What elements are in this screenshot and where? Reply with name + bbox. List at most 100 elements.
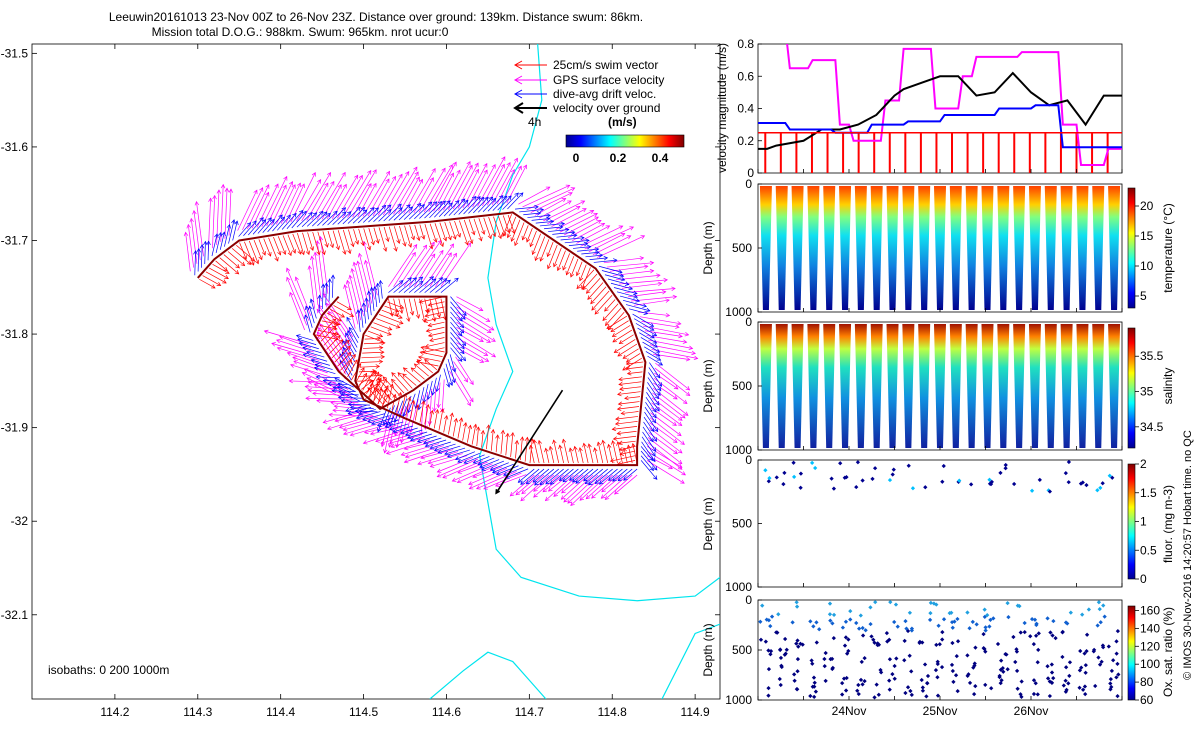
swim-vector-head bbox=[329, 243, 335, 249]
swim-vector bbox=[268, 237, 279, 262]
fluorescence-point bbox=[767, 476, 772, 481]
gps-vector bbox=[408, 168, 436, 214]
oxygen-point bbox=[997, 674, 1002, 680]
dive-avg-vector-head bbox=[356, 309, 361, 314]
swim-vector-head bbox=[223, 266, 228, 272]
fluorescence-point bbox=[860, 478, 865, 483]
temperature-ylabel: Depth (m) bbox=[701, 221, 715, 274]
swim-vector bbox=[576, 261, 583, 276]
dive-avg-vector-head bbox=[430, 391, 436, 396]
gps-vector bbox=[433, 385, 437, 412]
swim-vector-head bbox=[287, 251, 292, 257]
swim-vector bbox=[326, 335, 341, 350]
swim-vector-head bbox=[612, 436, 618, 441]
dive-avg-vector bbox=[601, 270, 624, 277]
dive-avg-vector-head bbox=[463, 459, 469, 464]
dive-avg-vector-head bbox=[420, 204, 425, 209]
dive-avg-vector bbox=[644, 346, 660, 357]
dive-avg-vector bbox=[427, 380, 433, 400]
gps-vector bbox=[308, 381, 340, 387]
swim-vector bbox=[488, 217, 496, 237]
oxygen-point bbox=[955, 639, 961, 644]
oxygen-point bbox=[873, 600, 878, 605]
swim-vector-head bbox=[501, 231, 507, 237]
gps-vector bbox=[289, 380, 336, 383]
dive-avg-vector bbox=[360, 308, 364, 328]
oxygen-point bbox=[768, 623, 773, 629]
dive-avg-vector-head bbox=[558, 476, 564, 482]
gps-vector-head bbox=[678, 333, 683, 339]
dive-avg-vector bbox=[539, 468, 559, 485]
dive-avg-vector-head bbox=[458, 331, 463, 337]
swim-vector-head bbox=[396, 239, 401, 244]
swim-vector bbox=[248, 240, 259, 264]
gps-vector bbox=[563, 474, 594, 503]
swim-vector-head bbox=[616, 406, 622, 411]
dive-avg-vector-head bbox=[320, 283, 326, 288]
swim-vector bbox=[549, 446, 555, 464]
dive-avg-vector bbox=[346, 317, 360, 339]
dive-avg-vector-head bbox=[437, 449, 443, 454]
swim-vector bbox=[244, 241, 254, 266]
swim-vector-head bbox=[506, 233, 511, 239]
dive-avg-vector bbox=[267, 214, 283, 233]
swim-vector bbox=[566, 256, 575, 275]
dive-avg-vector bbox=[649, 362, 661, 379]
dive-avg-vector-head bbox=[347, 402, 353, 407]
gps-vector-head bbox=[567, 499, 572, 504]
swim-vector bbox=[606, 315, 628, 329]
dive-avg-vector-head bbox=[302, 210, 307, 216]
dive-avg-vector-head bbox=[549, 219, 555, 224]
oxygen-point bbox=[871, 637, 876, 642]
swim-vector bbox=[429, 223, 437, 243]
gps-vector-head bbox=[478, 307, 484, 312]
gps-vector bbox=[624, 288, 676, 293]
oxygen-point bbox=[1036, 631, 1041, 636]
gps-vector-head bbox=[672, 294, 678, 300]
gps-vector bbox=[314, 252, 322, 302]
gps-vector bbox=[289, 292, 306, 331]
swim-vector-head bbox=[305, 250, 311, 256]
swim-vector bbox=[343, 359, 352, 374]
dive-avg-vector bbox=[389, 423, 409, 430]
dive-avg-vector bbox=[450, 311, 464, 328]
oxygen-point bbox=[784, 647, 789, 652]
dive-avg-vector bbox=[450, 347, 463, 362]
swim-vector bbox=[462, 422, 467, 441]
gps-vector-head bbox=[327, 327, 332, 333]
dive-avg-vector bbox=[645, 401, 657, 419]
gps-vector bbox=[277, 347, 320, 361]
dive-profile bbox=[965, 324, 978, 448]
swim-vector-head bbox=[370, 240, 375, 246]
dive-avg-vector bbox=[377, 283, 380, 303]
dive-avg-vector bbox=[560, 237, 585, 241]
oxygen-point bbox=[953, 673, 959, 678]
swim-vector bbox=[227, 251, 245, 266]
dive-avg-vector-head bbox=[446, 200, 451, 205]
swim-vector bbox=[287, 234, 296, 254]
dive-avg-vector bbox=[487, 195, 504, 212]
oxygen-point bbox=[1106, 644, 1111, 649]
gps-vector-head bbox=[676, 321, 682, 326]
gps-vector-head bbox=[436, 403, 441, 409]
oxygen-point bbox=[1031, 642, 1036, 647]
dive-avg-vector bbox=[440, 277, 459, 293]
swim-vector-head bbox=[439, 242, 444, 248]
oxygen-point bbox=[1093, 683, 1098, 689]
map-ytick-label: -32.1 bbox=[1, 608, 29, 622]
dive-avg-vector-head bbox=[651, 452, 656, 457]
oxygen-point bbox=[972, 691, 977, 697]
oxygen-point bbox=[776, 612, 781, 617]
fluorescence-point bbox=[1037, 477, 1042, 482]
dive-avg-vector-head bbox=[433, 447, 439, 452]
swim-vector bbox=[433, 409, 439, 429]
swim-vector-head bbox=[607, 443, 612, 449]
dive-avg-vector-head bbox=[635, 298, 641, 303]
gps-vector-head bbox=[265, 184, 270, 189]
dive-avg-vector-head bbox=[653, 475, 658, 480]
gps-vector-head bbox=[489, 326, 495, 331]
oxygen-point bbox=[919, 677, 924, 683]
gps-vector bbox=[561, 474, 584, 494]
oxygen-point bbox=[763, 639, 768, 644]
gps-vector-head bbox=[585, 494, 591, 500]
